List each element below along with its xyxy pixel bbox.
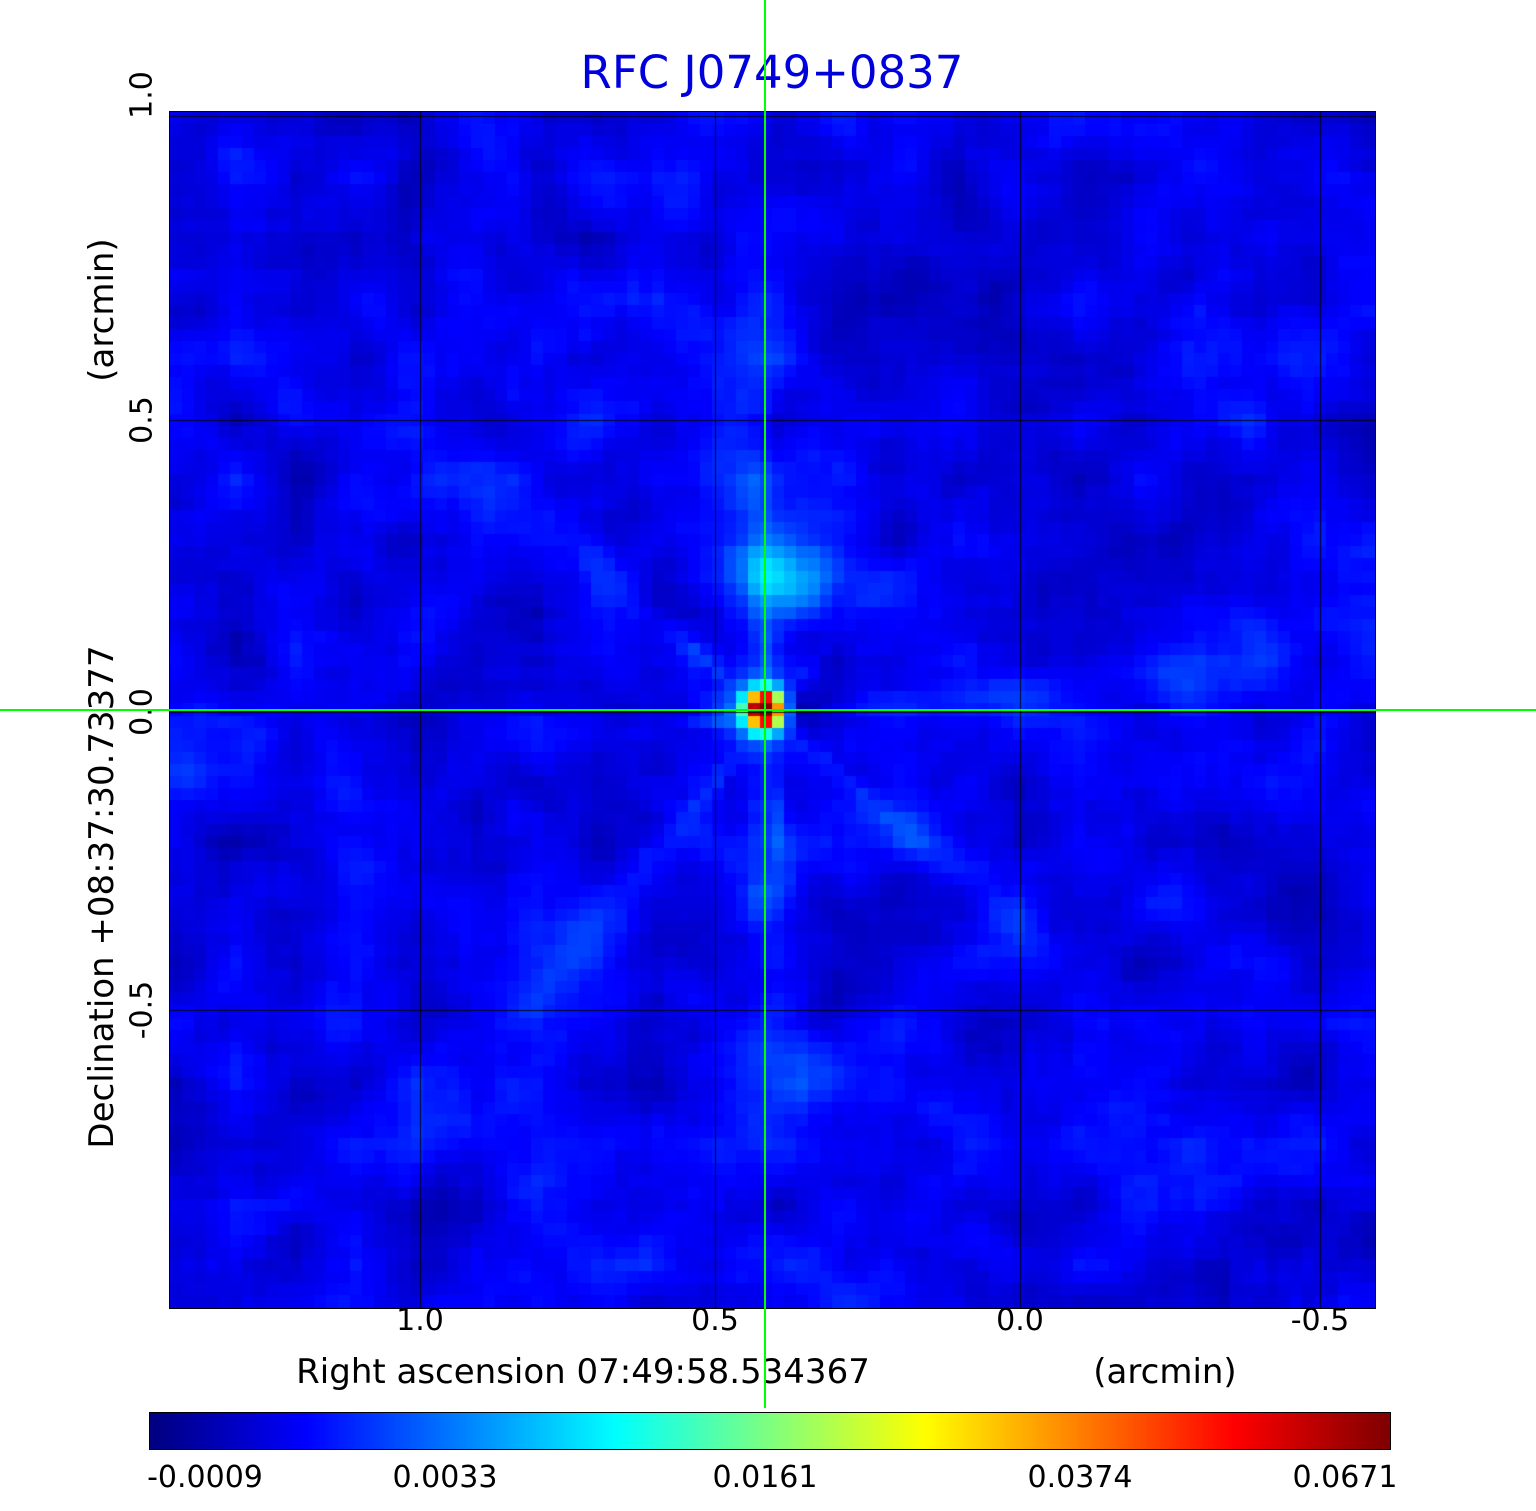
x-tick-label: 0.0 <box>996 1303 1044 1338</box>
y-tick-label: 1.0 <box>124 71 160 119</box>
crosshair-horizontal-line <box>0 709 1536 711</box>
colorbar-tick-label: 0.0161 <box>712 1460 818 1495</box>
x-tick-label: 0.5 <box>691 1303 739 1338</box>
y-tick-label: -0.5 <box>124 980 160 1040</box>
y-tick-label: 0.5 <box>124 396 160 444</box>
colorbar <box>149 1412 1391 1450</box>
colorbar-tick-label: 0.0671 <box>1292 1460 1398 1495</box>
colorbar-tick-label: -0.0009 <box>147 1460 263 1495</box>
x-axis-title: Right ascension 07:49:58.534367 <box>296 1352 870 1392</box>
y-tick-label: 0.0 <box>124 688 160 736</box>
x-axis-unit-label: (arcmin) <box>1093 1352 1237 1392</box>
colorbar-tick-label: 0.0374 <box>1027 1460 1133 1495</box>
y-axis-unit-label: (arcmin) <box>82 238 122 382</box>
colorbar-tick-label: 0.0033 <box>392 1460 498 1495</box>
page-title: RFC J0749+0837 <box>580 46 964 99</box>
crosshair-vertical-line <box>764 0 766 1408</box>
y-axis-title: Declination +08:37:30.73377 <box>82 645 122 1149</box>
x-tick-label: 1.0 <box>396 1303 444 1338</box>
x-tick-label: -0.5 <box>1290 1303 1350 1338</box>
